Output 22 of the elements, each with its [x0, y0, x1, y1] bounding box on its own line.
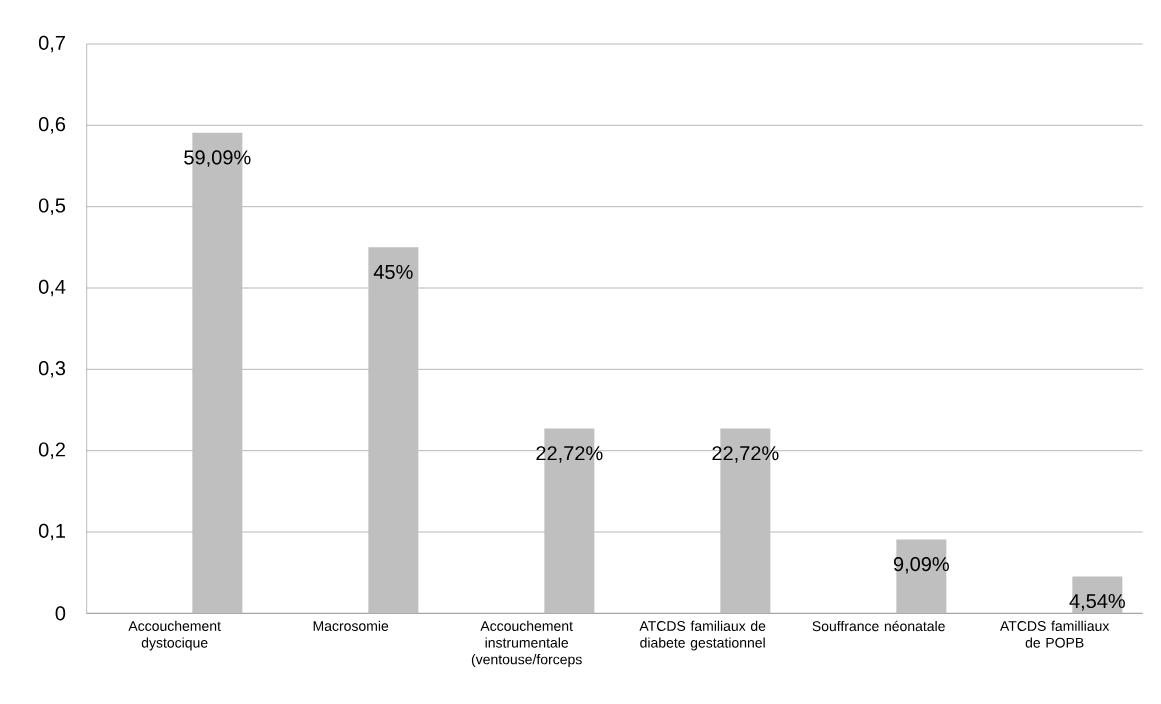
data-label: 59,09% — [184, 150, 251, 167]
bar — [896, 539, 947, 614]
data-label: 22,72% — [536, 446, 603, 463]
bar — [368, 247, 419, 614]
y-tick-label: 0,6 — [38, 117, 66, 134]
y-tick-label: 0,1 — [38, 523, 65, 541]
data-label: 9,09% — [893, 557, 949, 574]
data-label: 22,72% — [712, 446, 779, 463]
x-tick-label: ATCDS familiaux de diabete gestationnel — [639, 620, 766, 651]
y-tick-label: 0,3 — [38, 361, 66, 378]
x-tick-label: Souffrance néonatale — [812, 620, 945, 632]
data-label: 4,54% — [1069, 594, 1125, 611]
y-tick-label: 0,7 — [38, 35, 65, 53]
x-tick-label: Macrosomie — [313, 620, 389, 631]
y-tick-label: 0 — [55, 606, 66, 621]
data-label: 45% — [373, 264, 413, 279]
y-tick-label: 0,5 — [38, 198, 66, 215]
y-tick-label: 0,2 — [38, 442, 65, 459]
x-tick-label: Accouchement instrumentale (ventouse/forceps — [471, 620, 582, 668]
x-tick-label: ATCDS familliaux de POPB — [999, 620, 1110, 648]
x-tick-label: Accouchement dystocique — [128, 620, 221, 651]
y-tick-label: 0,4 — [38, 279, 66, 297]
